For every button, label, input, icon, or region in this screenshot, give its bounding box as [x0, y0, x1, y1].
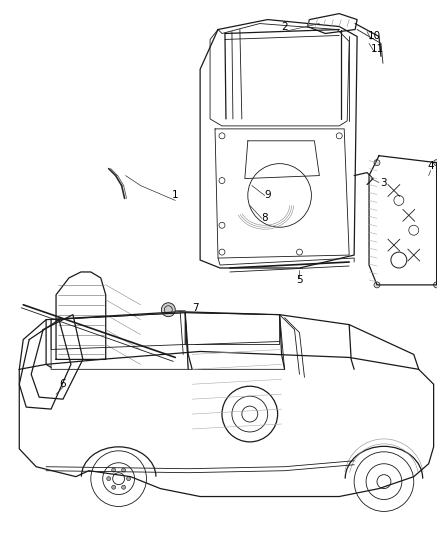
Circle shape: [112, 468, 116, 472]
Text: 8: 8: [261, 213, 268, 223]
Circle shape: [112, 485, 116, 489]
Text: 10: 10: [367, 31, 381, 42]
Text: 5: 5: [296, 275, 303, 285]
Circle shape: [127, 477, 131, 481]
Circle shape: [122, 468, 126, 472]
Text: 2: 2: [281, 21, 288, 31]
Text: 3: 3: [381, 177, 387, 188]
Text: 4: 4: [427, 160, 434, 171]
Text: 11: 11: [371, 44, 384, 54]
Text: 9: 9: [265, 190, 271, 200]
Text: 1: 1: [172, 190, 179, 200]
Circle shape: [122, 485, 126, 489]
Circle shape: [374, 282, 380, 288]
Circle shape: [161, 303, 175, 317]
Text: 6: 6: [60, 379, 66, 389]
Text: 7: 7: [192, 303, 198, 313]
Circle shape: [374, 160, 380, 166]
Circle shape: [434, 282, 438, 288]
Circle shape: [107, 477, 111, 481]
Circle shape: [434, 160, 438, 166]
